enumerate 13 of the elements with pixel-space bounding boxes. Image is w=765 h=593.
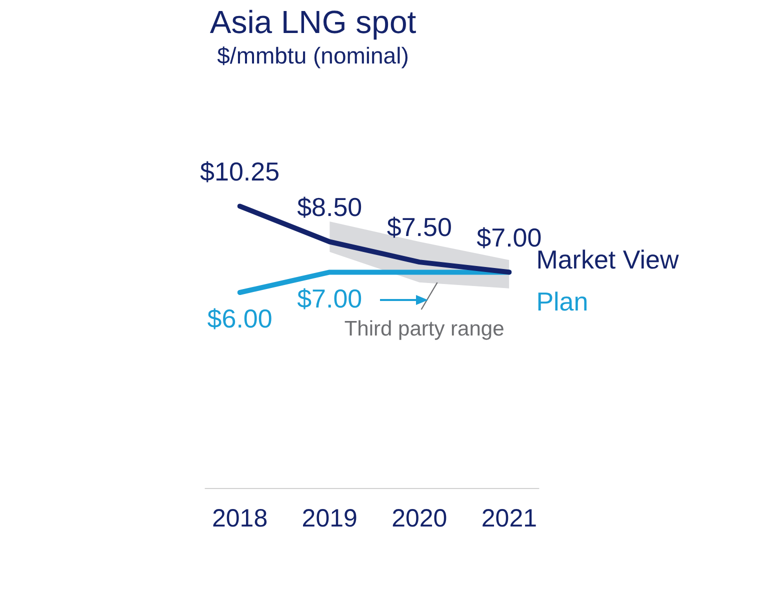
data-label: $7.50 — [386, 212, 452, 242]
series-label: Plan — [536, 286, 588, 316]
data-label: $8.50 — [297, 192, 362, 222]
data-label: $10.25 — [200, 156, 280, 186]
text: Third party range — [344, 317, 504, 340]
x-tick-label: 2020 — [392, 504, 448, 532]
x-tick-label: 2019 — [302, 504, 358, 532]
chart-title: Asia LNG spot — [210, 4, 416, 40]
x-tick-label: 2018 — [212, 504, 268, 532]
x-tick-label: 2021 — [481, 504, 538, 532]
data-label: $6.00 — [207, 304, 272, 334]
data-label: $7.00 — [297, 283, 362, 314]
chart-subtitle: $/mmbtu (nominal) — [217, 42, 409, 69]
